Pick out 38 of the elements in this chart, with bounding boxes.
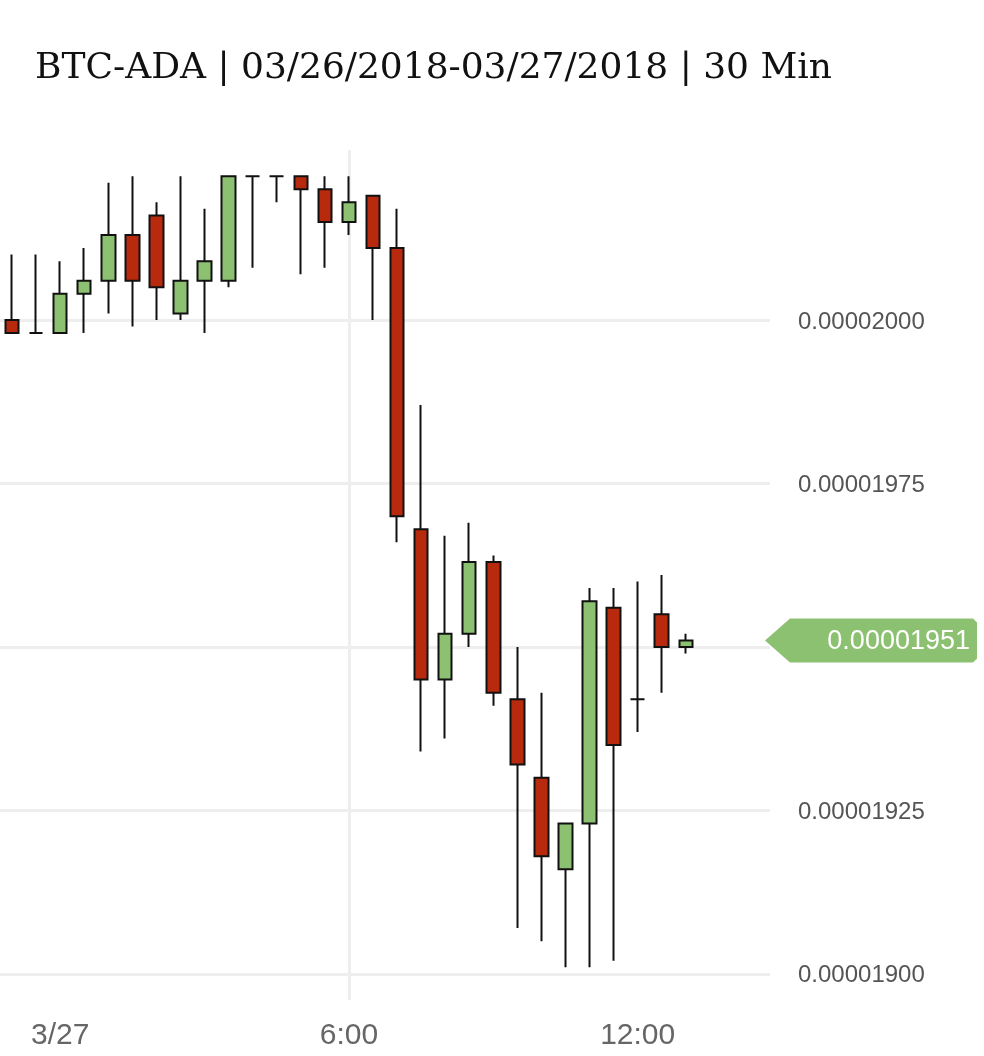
y-tick-label: 0.00002000	[798, 306, 925, 334]
candlestick	[76, 247, 92, 335]
candlestick	[28, 253, 44, 335]
candlestick	[172, 175, 189, 321]
candlestick	[413, 404, 429, 753]
candlestick	[485, 554, 502, 707]
chart-title: BTC-ADA | 03/26/2018-03/27/2018 | 30 Min	[35, 44, 833, 86]
candlestick	[4, 253, 20, 335]
x-tick-label: 12:00	[600, 1016, 676, 1050]
candlestick	[605, 587, 622, 962]
candlestick	[509, 645, 526, 930]
candlestick	[557, 822, 574, 969]
candlestick	[148, 201, 165, 321]
y-tick-label: 0.00001900	[798, 960, 925, 988]
candlestick	[341, 175, 357, 236]
candlestick	[365, 194, 381, 321]
x-tick-label: 6:00	[319, 1016, 379, 1050]
candlestick	[653, 574, 670, 694]
candlestick	[317, 175, 333, 269]
candlestick	[196, 207, 213, 335]
candlestick	[581, 587, 598, 969]
candlestick	[100, 181, 117, 315]
candlestick	[678, 632, 694, 655]
candlestick	[461, 521, 477, 648]
candlestick	[629, 580, 646, 733]
text: 0.00001951	[827, 625, 970, 656]
candlestick	[124, 175, 141, 328]
candlestick	[293, 175, 309, 276]
candlestick	[389, 207, 405, 544]
candlestick	[52, 260, 68, 335]
candlestick	[268, 175, 285, 204]
y-tick-label: 0.00001975	[798, 469, 925, 497]
y-tick-label: 0.00001925	[798, 796, 925, 824]
candlestick	[244, 175, 261, 269]
candlestick	[220, 175, 237, 289]
candlestick	[533, 691, 550, 943]
x-tick-label: 3/27	[30, 1016, 90, 1050]
candlestick	[437, 534, 453, 740]
